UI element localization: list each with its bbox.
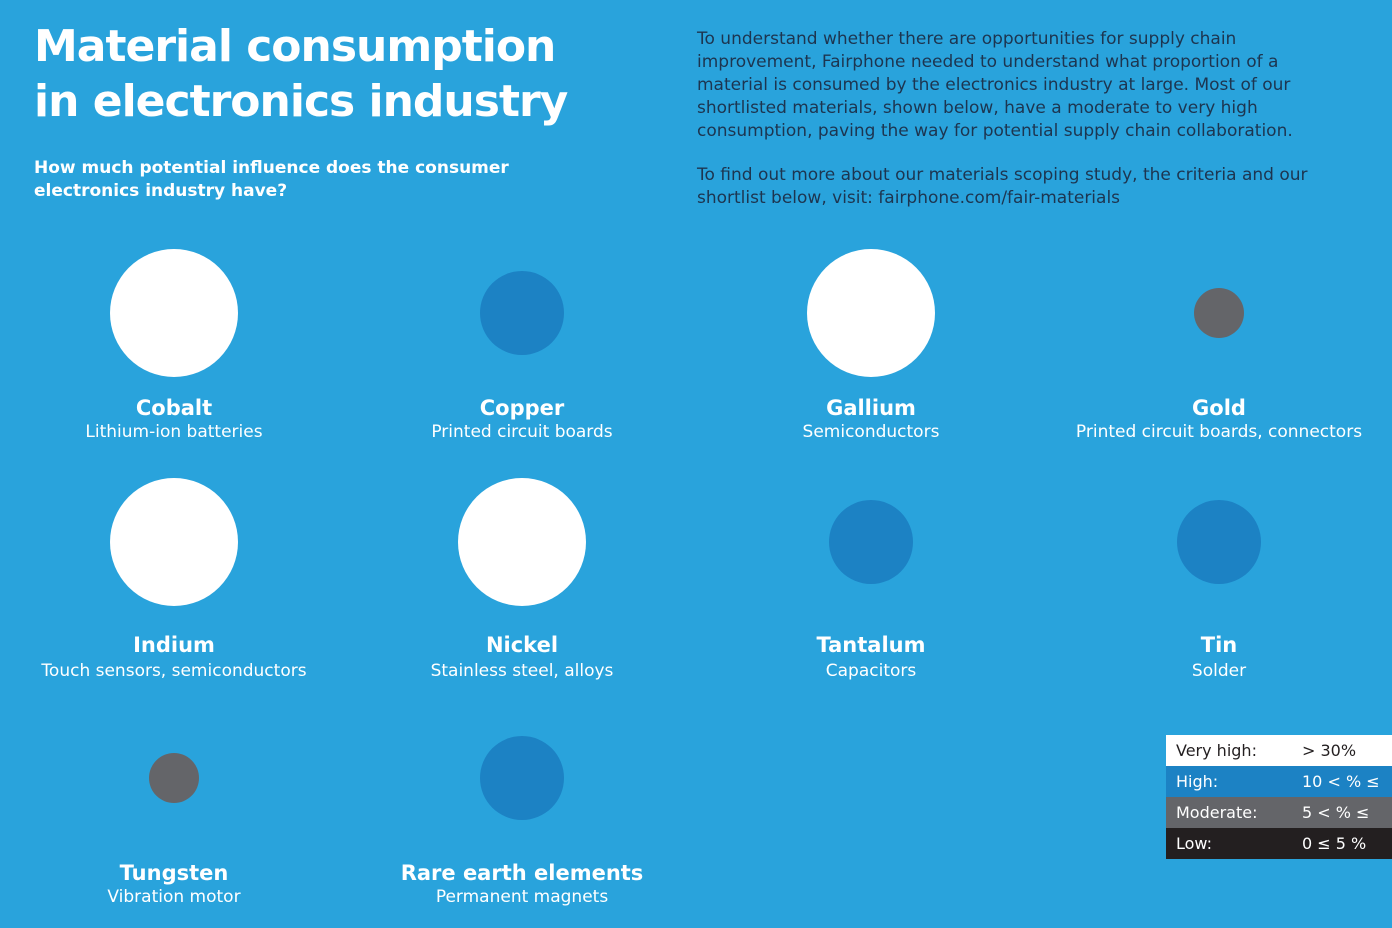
legend-row: High:10 < % ≤ 30 — [1166, 766, 1392, 822]
material-use: Stainless steel, alloys — [430, 661, 614, 681]
material-name: Cobalt — [135, 396, 213, 420]
legend-row: Low: 0 ≤ 5 % — [1166, 828, 1392, 859]
title: Material consumption — [34, 21, 556, 72]
material-circle — [110, 249, 238, 377]
material-use: Permanent magnets — [435, 887, 609, 907]
material-name: Copper — [479, 396, 565, 420]
material-name: Tungsten — [119, 861, 229, 885]
legend-label: Moderate: — [1176, 803, 1258, 822]
legend-range: > 30% — [1302, 741, 1357, 760]
material-circle — [480, 736, 564, 820]
material-circle — [458, 478, 586, 606]
material-circle — [829, 500, 913, 584]
material-use: Printed circuit boards — [431, 422, 613, 442]
material-circle — [1177, 500, 1261, 584]
title: in electronics industry — [34, 76, 568, 127]
material-use: Touch sensors, semiconductors — [41, 661, 307, 681]
subtitle: How much potential influence does the co… — [34, 158, 509, 178]
material-use: Printed circuit boards, connectors — [1075, 422, 1363, 442]
material-name: Rare earth elements — [400, 861, 644, 885]
subtitle: electronics industry have? — [34, 181, 288, 201]
material-name: Indium — [133, 633, 215, 657]
intro-text: To understand whether there are opportun… — [697, 29, 1293, 141]
legend-label: Low: — [1176, 834, 1213, 853]
material-use: Capacitors — [825, 661, 917, 681]
material-circle — [807, 249, 935, 377]
material-use: Semiconductors — [802, 422, 940, 442]
intro-text: To find out more about our materials sco… — [697, 165, 1308, 208]
material-circle — [149, 753, 199, 803]
material-use: Vibration motor — [107, 887, 241, 907]
legend-label: High: — [1176, 772, 1219, 791]
legend-row: Very high: > 30% — [1166, 735, 1392, 766]
material-use: Lithium-ion batteries — [85, 422, 263, 442]
material-use: Solder — [1191, 661, 1247, 681]
material-circle — [110, 478, 238, 606]
material-name: Gallium — [826, 396, 916, 420]
material-name: Gold — [1192, 396, 1246, 420]
material-name: Tantalum — [816, 633, 926, 657]
legend-label: Very high: — [1176, 741, 1257, 760]
legend-range: 0 ≤ 5 % — [1302, 834, 1367, 853]
material-name: Nickel — [485, 633, 559, 657]
legend-row: Moderate:5 < % ≤ 10 — [1166, 797, 1392, 853]
material-name: Tin — [1200, 633, 1238, 657]
material-circle — [480, 271, 564, 355]
material-circle — [1194, 288, 1244, 338]
